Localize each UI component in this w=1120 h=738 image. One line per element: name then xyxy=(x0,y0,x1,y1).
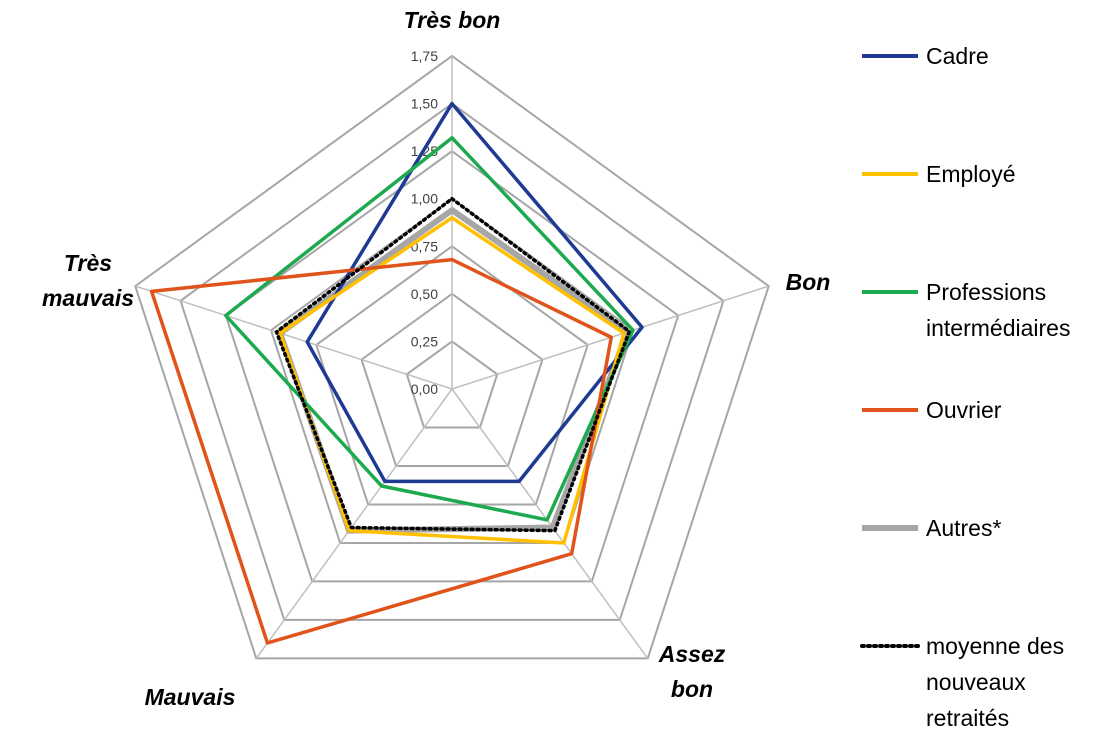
legend-label-moyenne-des-nouveaux-retraites: moyenne des nouveaux retraités xyxy=(926,633,1064,731)
tick-label: 0,50 xyxy=(411,286,438,302)
series-line-professions-intermediaires xyxy=(224,136,635,522)
axis-category-labels: Très bon Bon Assez bon Mauvais Très mauvais xyxy=(42,7,830,710)
axis-spoke-tres-mauvais xyxy=(135,285,453,390)
tick-label: 1,50 xyxy=(411,96,438,112)
axis-label-assez-bon: Assez bon xyxy=(658,641,726,702)
tick-label: 0,25 xyxy=(411,333,438,349)
tick-label: 1,00 xyxy=(411,191,438,207)
radar-series xyxy=(149,101,644,645)
series-line-ouvrier xyxy=(149,257,614,645)
legend-label-ouvrier: Ouvrier xyxy=(926,397,1002,423)
series-line-cadre xyxy=(305,101,644,484)
axis-spoke-mauvais xyxy=(255,388,453,659)
axis-label-tres-mauvais: Très mauvais xyxy=(42,250,134,311)
grid-ring-4 xyxy=(269,197,635,544)
series-line-employe xyxy=(278,215,626,545)
grid-ring-7 xyxy=(134,54,770,660)
chart-legend: Cadre Employé Professions intermédiaires Ouv… xyxy=(860,43,1070,731)
series-line-moyenne-des-nouveaux-retraites xyxy=(274,196,632,533)
legend-label-employe: Employé xyxy=(926,161,1015,187)
tick-label: 1,75 xyxy=(411,48,438,64)
grid-ring-2 xyxy=(360,292,544,467)
grid-ring-6 xyxy=(179,102,725,621)
radar-grid xyxy=(134,54,770,660)
legend-label-professions-intermediaires: Professions intermédiaires xyxy=(926,279,1070,341)
tick-label: 0,00 xyxy=(411,381,438,397)
axis-spoke-assez-bon xyxy=(451,388,649,659)
grid-ring-1 xyxy=(405,340,499,429)
legend-label-cadre: Cadre xyxy=(926,43,989,69)
axis-label-tres-bon: Très bon xyxy=(404,7,501,33)
axis-label-mauvais: Mauvais xyxy=(145,684,236,710)
grid-ring-3 xyxy=(315,245,589,506)
axis-label-bon: Bon xyxy=(786,269,831,295)
legend-label-autres: Autres* xyxy=(926,515,1001,541)
